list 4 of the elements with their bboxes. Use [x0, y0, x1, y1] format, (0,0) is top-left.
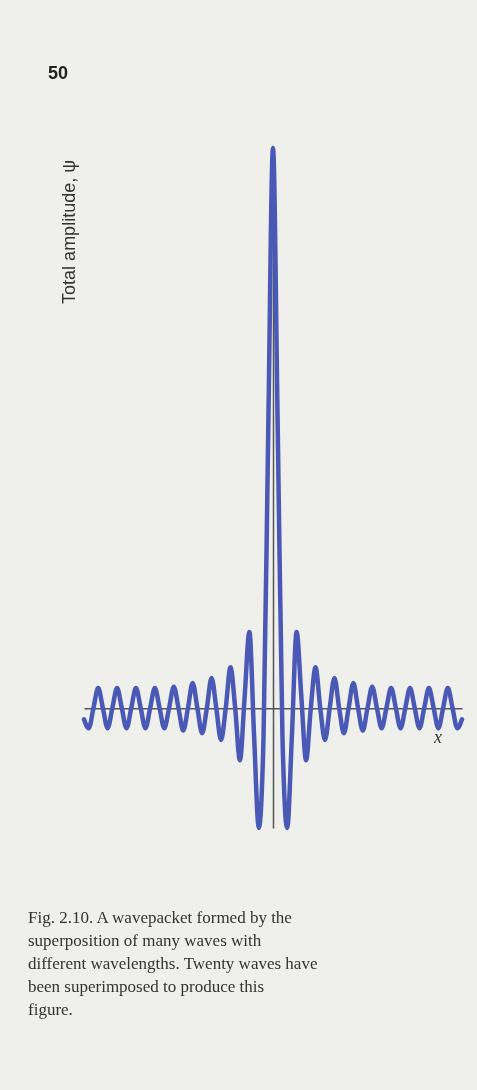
caption: Fig. 2.10. A wavepacket formed by the superposition of many waves with different wavelengths. Twenty waves have been superimposed to produce this figure. [28, 908, 318, 1020]
y-axis-title: Total amplitude, ψ [59, 160, 79, 304]
x-axis-title: x [433, 727, 442, 748]
text: 50 [48, 63, 69, 83]
